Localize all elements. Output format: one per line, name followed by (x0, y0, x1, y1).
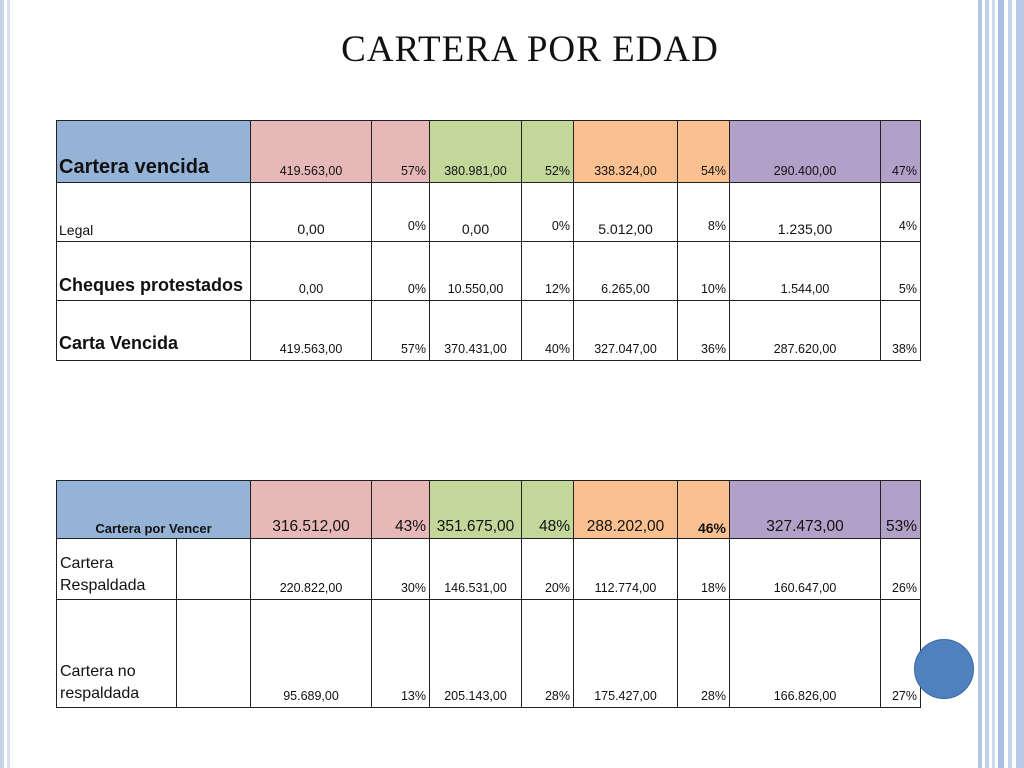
table-cell: 57% (371, 120, 430, 183)
table-cell: 18% (677, 538, 730, 600)
table-cell: 166.826,00 (729, 599, 881, 708)
table-cell: 316.512,00 (250, 480, 372, 539)
table-cell: 10% (677, 241, 730, 301)
table-cell: 38% (880, 300, 921, 361)
table-cell: 0,00 (250, 182, 372, 242)
table-cell: 54% (677, 120, 730, 183)
table-cell: 419.563,00 (250, 120, 372, 183)
table-cell: 47% (880, 120, 921, 183)
right-border-stripe (998, 0, 1004, 768)
row-label: Cartera vencida (56, 120, 251, 183)
table-cell: 8% (677, 182, 730, 242)
table-cell: 287.620,00 (729, 300, 881, 361)
table-cell: 52% (521, 120, 574, 183)
table-row: Carta Vencida 419.563,00 57% 370.431,00 … (56, 300, 921, 361)
table-cell: 20% (521, 538, 574, 600)
table-cell: 205.143,00 (429, 599, 522, 708)
table-row: Cheques protestados 0,00 0% 10.550,00 12… (56, 241, 921, 301)
table-cell: 4% (880, 182, 921, 242)
table-cell: 380.981,00 (429, 120, 522, 183)
left-border-stripe (7, 0, 10, 768)
table-cell: 36% (677, 300, 730, 361)
row-label: Cartera por Vencer (56, 480, 251, 539)
right-border-stripe (992, 0, 995, 768)
table-cell: 43% (371, 480, 430, 539)
table-cell: 26% (880, 538, 921, 600)
table-row: Legal 0,00 0% 0,00 0% 5.012,00 8% 1.235,… (56, 182, 921, 242)
table-cell: 112.774,00 (573, 538, 678, 600)
table-cell: 40% (521, 300, 574, 361)
table-cell: 53% (880, 480, 921, 539)
table-cell: 30% (371, 538, 430, 600)
table-cell: 0,00 (429, 182, 522, 242)
table-cell: 146.531,00 (429, 538, 522, 600)
decorative-circle (914, 639, 974, 699)
table-cell: 290.400,00 (729, 120, 881, 183)
table-row: Cartera Respaldada 220.822,00 30% 146.53… (56, 538, 921, 600)
table-cell: 28% (521, 599, 574, 708)
table-cell: 0% (521, 182, 574, 242)
table-cell: 48% (521, 480, 574, 539)
right-border-stripe (1016, 0, 1024, 768)
table-cell: 0% (371, 241, 430, 301)
table-cell: 6.265,00 (573, 241, 678, 301)
table-cell: 46% (677, 480, 730, 539)
table-cell: 419.563,00 (250, 300, 372, 361)
table-cell: 175.427,00 (573, 599, 678, 708)
cartera-por-vencer-table: Cartera por Vencer 316.512,00 43% 351.67… (56, 480, 921, 708)
left-border-stripe (0, 0, 4, 768)
table-cell: 57% (371, 300, 430, 361)
table-cell: 0% (371, 182, 430, 242)
right-border-stripe (1008, 0, 1012, 768)
table-cell: 5.012,00 (573, 182, 678, 242)
right-border-stripe (978, 0, 982, 768)
table-cell: 160.647,00 (729, 538, 881, 600)
empty-cell (176, 538, 251, 600)
row-label: Carta Vencida (56, 300, 251, 361)
table-header-row: Cartera por Vencer 316.512,00 43% 351.67… (56, 480, 921, 539)
row-label: Cartera Respaldada (56, 538, 177, 600)
table-cell: 351.675,00 (429, 480, 522, 539)
empty-cell (176, 599, 251, 708)
row-label: Cheques protestados (56, 241, 251, 301)
table-cell: 220.822,00 (250, 538, 372, 600)
table-cell: 10.550,00 (429, 241, 522, 301)
table-cell: 0,00 (250, 241, 372, 301)
table-header-row: Cartera vencida 419.563,00 57% 380.981,0… (56, 120, 921, 183)
table-cell: 327.047,00 (573, 300, 678, 361)
cartera-vencida-table: Cartera vencida 419.563,00 57% 380.981,0… (56, 120, 921, 361)
table-cell: 288.202,00 (573, 480, 678, 539)
table-cell: 5% (880, 241, 921, 301)
table-cell: 27% (880, 599, 921, 708)
right-border-stripe (985, 0, 989, 768)
page-title: CARTERA POR EDAD (341, 29, 719, 70)
table-cell: 95.689,00 (250, 599, 372, 708)
row-label: Legal (56, 182, 251, 242)
table-cell: 28% (677, 599, 730, 708)
table-cell: 13% (371, 599, 430, 708)
table-cell: 370.431,00 (429, 300, 522, 361)
table-cell: 1.235,00 (729, 182, 881, 242)
table-cell: 1.544,00 (729, 241, 881, 301)
table-cell: 12% (521, 241, 574, 301)
table-cell: 338.324,00 (573, 120, 678, 183)
table-cell: 327.473,00 (729, 480, 881, 539)
table-row: Cartera no respaldada 95.689,00 13% 205.… (56, 599, 921, 708)
row-label: Cartera no respaldada (56, 599, 177, 708)
